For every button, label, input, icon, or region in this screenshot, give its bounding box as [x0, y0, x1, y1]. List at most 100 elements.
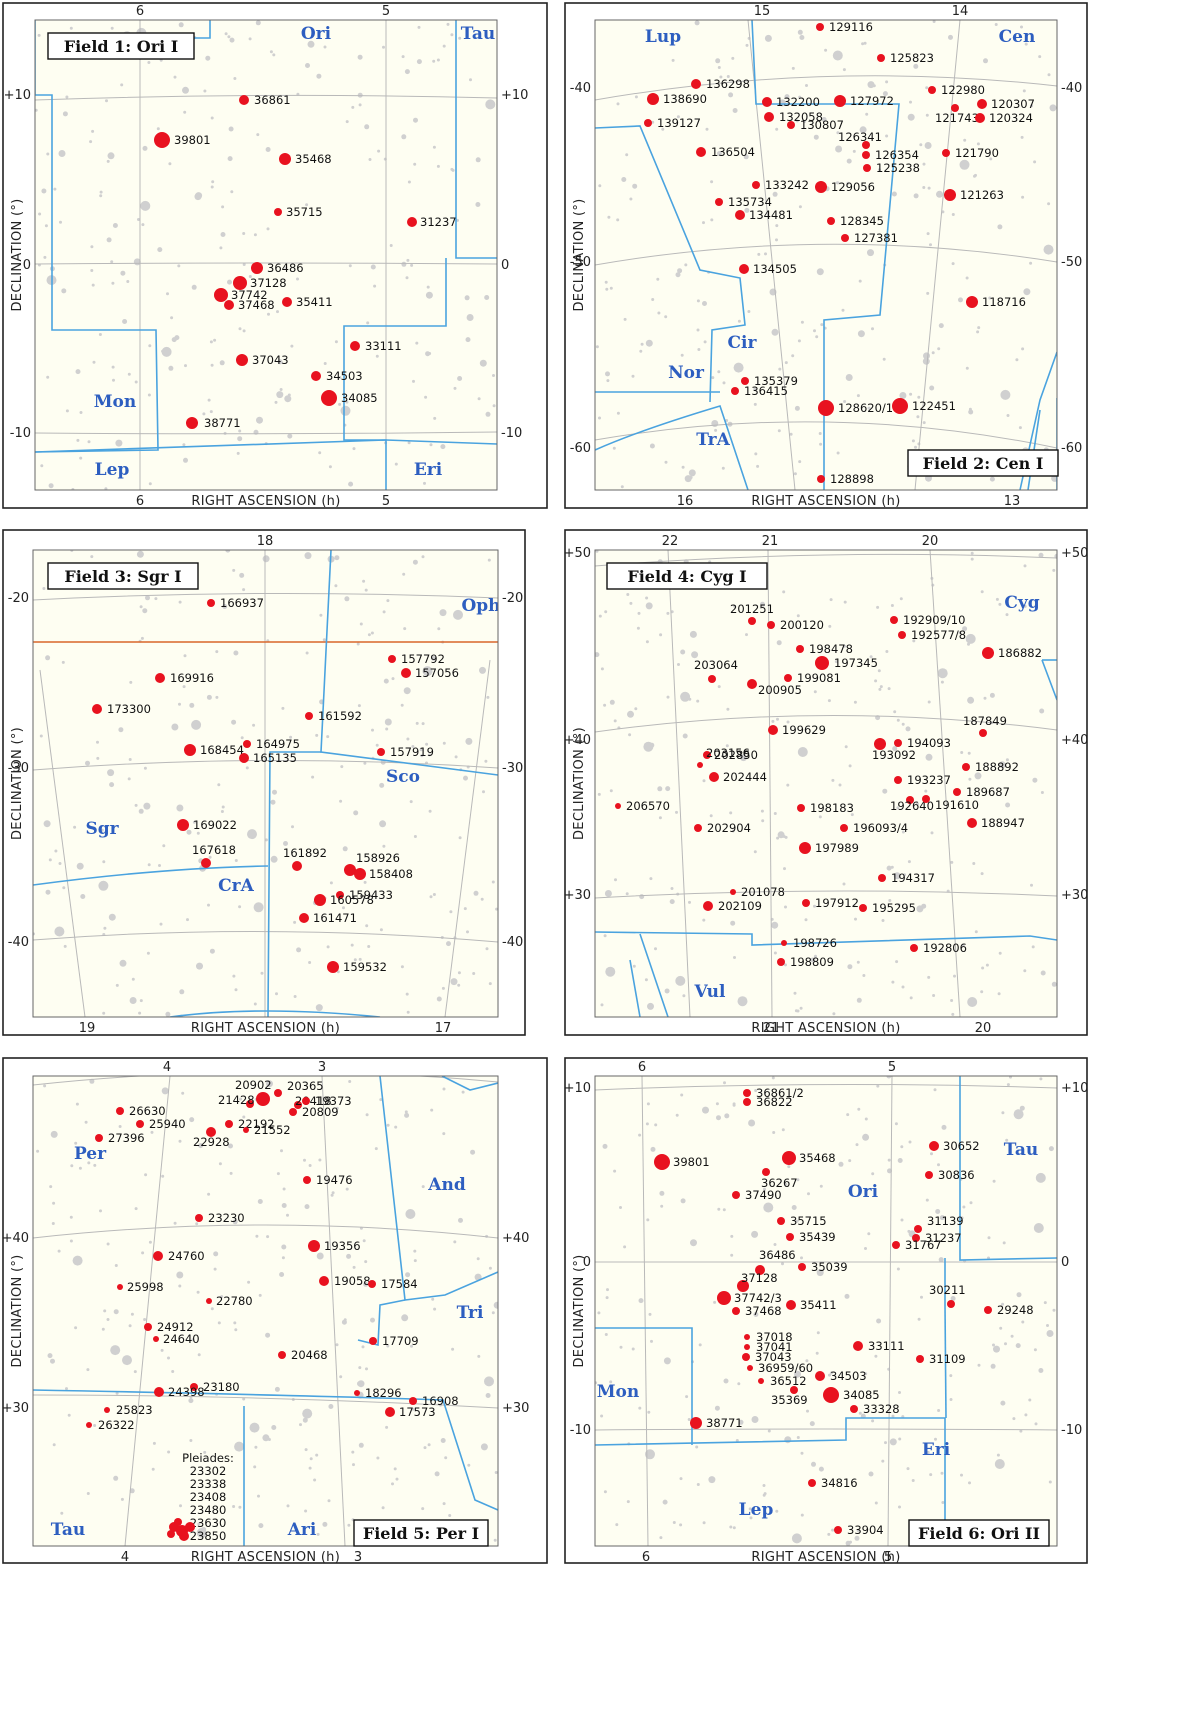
field-star [871, 327, 874, 331]
field-star [852, 149, 856, 153]
field-star [930, 1152, 933, 1156]
star-marker [802, 899, 810, 907]
field-star [1038, 55, 1042, 59]
field-star [367, 945, 371, 948]
field-star [953, 974, 956, 978]
field-star [680, 353, 684, 357]
field-star [997, 992, 1001, 996]
field-star [764, 252, 767, 256]
field-star [262, 555, 270, 563]
field-star [361, 1345, 365, 1349]
field-star [368, 158, 372, 161]
field-star [885, 80, 889, 84]
field-star [69, 1215, 73, 1219]
dec-tick-right: +10 [1061, 1081, 1088, 1096]
field-star [669, 899, 675, 905]
field-star [401, 261, 407, 267]
field-star [304, 1448, 308, 1452]
field-star [609, 1380, 613, 1384]
field-star [40, 464, 44, 468]
field-star [215, 695, 219, 699]
field-star [687, 1418, 691, 1421]
field-star [638, 1406, 642, 1410]
star-label: 192909/10 [903, 613, 965, 627]
field-star [654, 1123, 658, 1127]
field-star [987, 1236, 991, 1240]
star-label: 202904 [707, 821, 751, 835]
field-star [348, 481, 354, 487]
field-star [819, 442, 823, 446]
field-star [405, 1272, 411, 1278]
field-star [404, 1112, 410, 1118]
field-star [679, 1523, 683, 1527]
star-marker [224, 300, 234, 310]
field-star [209, 410, 213, 414]
star-marker [748, 617, 756, 625]
field-star [595, 550, 599, 553]
star-label: 121743 [935, 111, 979, 125]
field-star [1031, 945, 1035, 949]
field-star [679, 1477, 683, 1481]
field-star [1015, 1343, 1021, 1349]
field-star [272, 789, 277, 795]
star-marker [782, 1151, 796, 1165]
field-star [937, 1163, 940, 1167]
field-star [1005, 613, 1009, 617]
star-marker [201, 858, 211, 868]
field-star [795, 1219, 799, 1223]
field-star [485, 1393, 491, 1398]
field-star [385, 1425, 389, 1429]
field-star [352, 447, 356, 451]
field-star [302, 1408, 313, 1419]
field-star [878, 168, 881, 172]
field-star [254, 1445, 258, 1449]
pleiades-star [185, 1522, 195, 1532]
star-marker [737, 1280, 749, 1292]
field-star [1000, 1400, 1006, 1406]
field-star [425, 742, 429, 746]
field-star [648, 1312, 652, 1316]
field-star [989, 476, 995, 482]
field-star [709, 814, 713, 818]
field-star [634, 707, 638, 711]
field-star [45, 889, 51, 895]
field-star [126, 280, 130, 283]
pleiades-star [179, 1531, 189, 1541]
field-star [597, 1311, 601, 1315]
field-star [415, 341, 419, 345]
field-star [67, 1413, 71, 1417]
field-star [855, 1143, 859, 1147]
field-star [867, 81, 875, 89]
field-star [675, 975, 686, 986]
field-star [675, 272, 681, 278]
dec-tick-left: -40 [8, 935, 29, 950]
field-star [894, 1122, 898, 1126]
field-star [1024, 1413, 1028, 1417]
star-marker [877, 54, 885, 62]
field-star [358, 1442, 364, 1448]
field-star [909, 392, 913, 396]
field-star [99, 190, 103, 194]
field-title-box [47, 32, 195, 60]
field-star [75, 1102, 79, 1106]
field-star [280, 1149, 283, 1153]
dec-tick-left: -30 [8, 761, 29, 776]
constellation-label: And [427, 1175, 466, 1195]
field-star [691, 651, 699, 659]
field-star [161, 1087, 169, 1095]
field-star [620, 485, 624, 489]
field-star [619, 1206, 622, 1209]
field-star [484, 295, 490, 300]
field-star [290, 344, 294, 348]
star-marker [982, 647, 994, 659]
field-star [604, 890, 612, 897]
star-marker [878, 874, 886, 882]
field-star [113, 1475, 119, 1481]
field-star [413, 1249, 417, 1253]
star-label: 157792 [401, 652, 445, 666]
field-star [933, 1088, 937, 1092]
field-star [47, 1353, 53, 1359]
field-star [778, 367, 782, 371]
